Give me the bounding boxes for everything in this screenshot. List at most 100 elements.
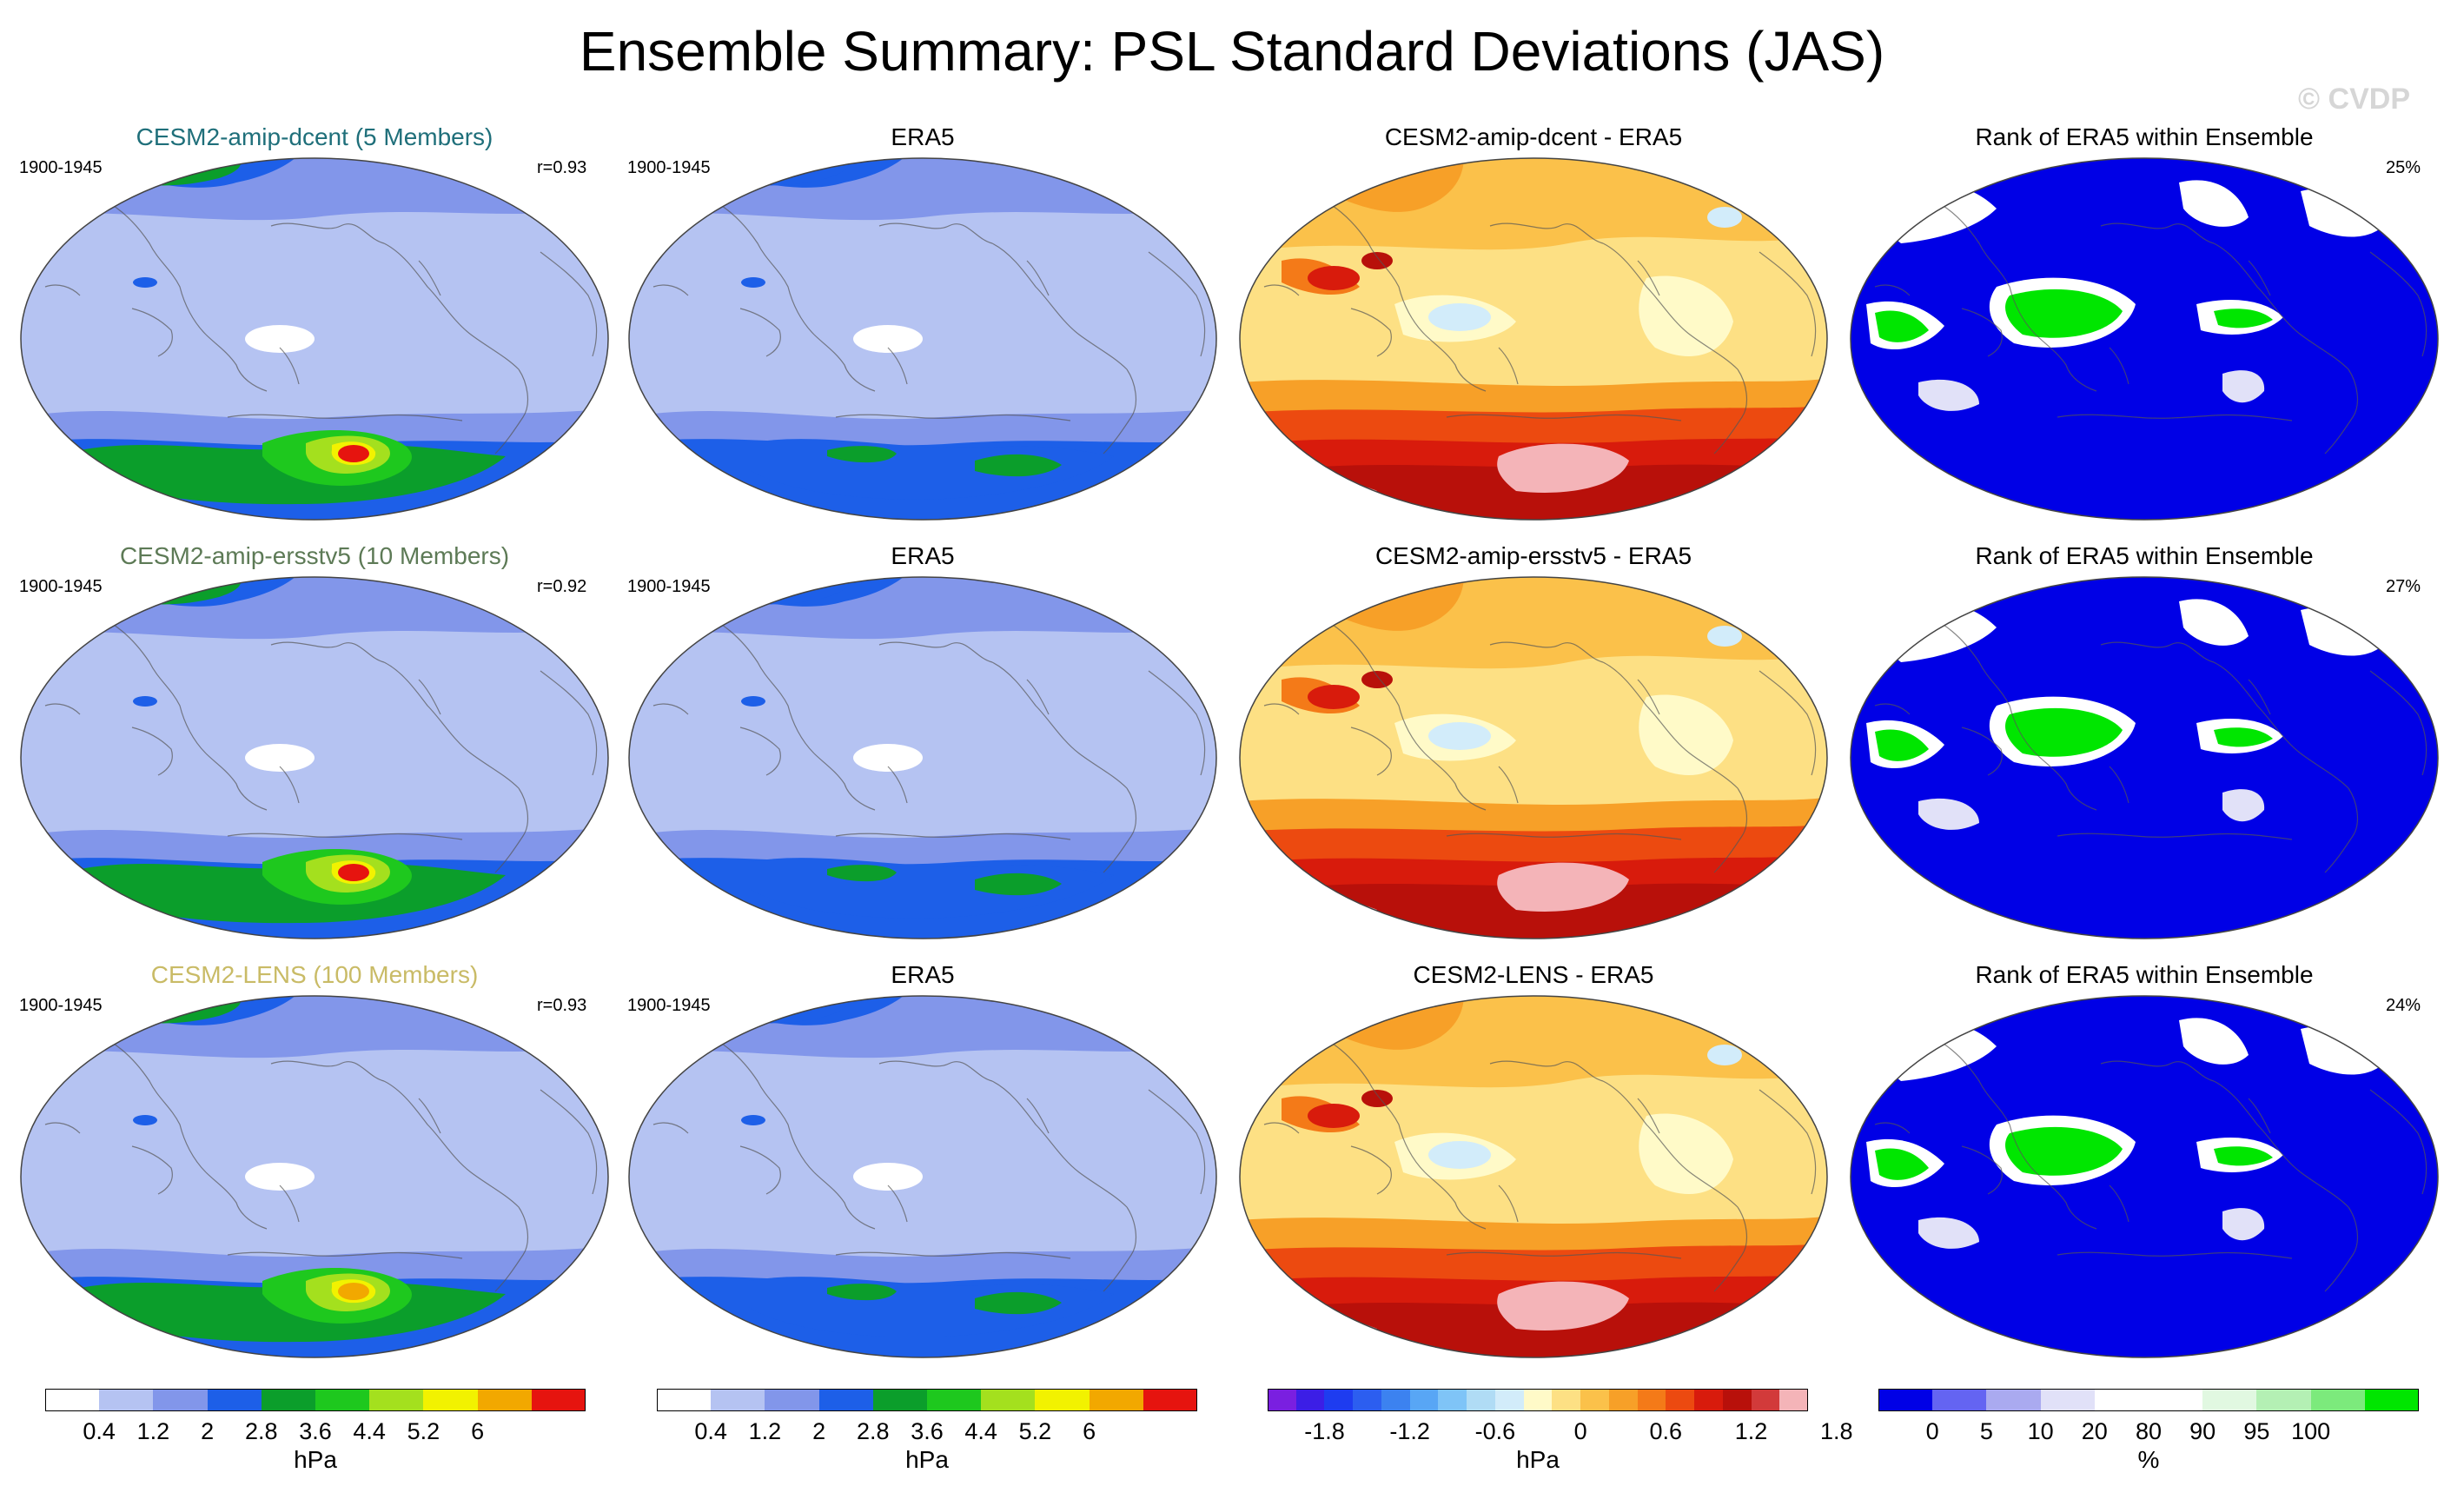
model-map [20,995,609,1358]
model-map-panel [19,994,610,1359]
colorbar-tick-label: -0.6 [1474,1418,1516,1444]
diff-map-panel [1238,994,1829,1359]
colorbar-swatch [1779,1389,1809,1411]
colorbar-swatch [153,1389,209,1411]
pattern-correlation: r=0.93 [537,158,587,177]
colorbar-tick-label: -1.8 [1304,1418,1345,1444]
diff-title: CESM2-LENS - ERA5 [1413,961,1654,988]
model-map [20,576,609,939]
colorbar-tick-label: 3.6 [299,1418,332,1444]
colorbar-swatch [1751,1389,1780,1411]
diff-map [1239,995,1828,1358]
colorbar-tick-label: 2.8 [857,1418,890,1444]
colorbar-swatch [2094,1389,2149,1411]
colorbar-tick-label: 90 [2189,1418,2216,1444]
diff-map-panel [1238,575,1829,940]
colorbar-swatch [1268,1389,1297,1411]
diff-map [1239,576,1828,939]
figure-title: Ensemble Summary: PSL Standard Deviation… [579,20,1885,83]
colorbar-swatch [1409,1389,1439,1411]
period-label: 1900-1945 [627,577,711,596]
period-label: 1900-1945 [19,158,103,177]
colorbar-tick-label: 0.6 [1649,1418,1683,1444]
obs-title: ERA5 [891,123,955,150]
colorbar-swatch [1035,1389,1090,1411]
colorbar-tick-label: 5.2 [1018,1418,1052,1444]
colorbar-tick-label: 2 [201,1418,215,1444]
colorbar-swatch [1143,1389,1198,1411]
colorbar-swatch [1580,1389,1610,1411]
colorbar-units: hPa [1516,1446,1560,1473]
colorbar-swatch [2149,1389,2203,1411]
obs-title: ERA5 [891,542,955,569]
colorbar-tick-label: 20 [2081,1418,2108,1444]
colorbar-swatch [872,1389,928,1411]
colorbar-swatch [99,1389,154,1411]
colorbar-swatch [1637,1389,1666,1411]
colorbar-swatch [1353,1389,1382,1411]
colorbar-swatch [2310,1389,2366,1411]
colorbar-units: hPa [294,1446,337,1473]
obs-title: ERA5 [891,961,955,988]
colorbar-swatch [1438,1389,1467,1411]
model-map-panel [19,156,610,521]
colorbar-swatch [261,1389,316,1411]
colorbar-swatch [2040,1389,2096,1411]
colorbar-tick-label: 2.8 [245,1418,278,1444]
colorbar-border [657,1389,1197,1411]
colorbar-swatch [818,1389,874,1411]
colorbar-border [45,1389,586,1411]
colorbar-swatch [1722,1389,1752,1411]
diff-title: CESM2-amip-dcent - ERA5 [1384,123,1683,150]
colorbar-tick-label: 1.2 [1734,1418,1768,1444]
colorbar-tick-label: 4.4 [353,1418,386,1444]
pattern-correlation: r=0.93 [537,996,587,1015]
colorbar-swatch [711,1389,765,1411]
colorbar-swatch [1608,1389,1639,1411]
colorbar-swatch [423,1389,479,1411]
colorbar-swatch [1552,1389,1581,1411]
colorbar-tick-label: 80 [2135,1418,2163,1444]
colorbar-swatch [1523,1389,1553,1411]
rank-map-panel [1849,575,2440,940]
colorbar-tick-label: 5 [1979,1418,1993,1444]
colorbar-tick-label: 0 [1573,1418,1587,1444]
rank-title: Rank of ERA5 within Ensemble [1975,961,2314,988]
colorbar-swatch [1986,1389,2042,1411]
obs-map [628,576,1217,939]
rank-map [1850,995,2439,1358]
colorbar-tick-label: 5.2 [407,1418,440,1444]
colorbar-swatch [1295,1389,1325,1411]
diff-map [1239,157,1828,521]
colorbar-swatch [477,1389,533,1411]
colorbar-swatch [1878,1389,1933,1411]
model-title: CESM2-amip-dcent (5 Members) [136,123,493,150]
colorbar-swatch [2256,1389,2312,1411]
colorbar-swatch [927,1389,982,1411]
model-map-panel [19,575,610,940]
colorbar-tick-label: 100 [2291,1418,2331,1444]
rank-colorbar: 0 5 10 20 80 90 95 100% [1878,1389,2420,1484]
rank-percent: 27% [2386,577,2421,596]
colorbar-swatch [45,1389,100,1411]
diff-colorbar: -1.8 -1.2 -0.6 0 0.6 1.2 1.8 hPa [1268,1389,1853,1484]
rank-map [1850,157,2439,521]
colorbar-border [1878,1389,2419,1411]
colorbar-tick-label: 95 [2243,1418,2270,1444]
rank-percent: 24% [2386,996,2421,1015]
rank-map-panel [1849,156,2440,521]
obs-map-panel [627,156,1218,521]
period-label: 1900-1945 [627,996,711,1015]
colorbar-swatch [657,1389,712,1411]
colorbar-swatch [1467,1389,1496,1411]
colorbar-swatch [2202,1389,2257,1411]
colorbar-swatch [1089,1389,1144,1411]
std-colorbar: 0.4 1.2 2 2.8 3.6 4.4 5.2 6 hPa [45,1389,586,1484]
obs-map [628,157,1217,521]
colorbar-tick-label: 6 [1083,1418,1096,1444]
period-label: 1900-1945 [19,577,103,596]
colorbar-tick-label: -1.2 [1389,1418,1430,1444]
copyright-label: © CVDP [2298,83,2410,116]
rank-map [1850,576,2439,939]
colorbar-tick-label: 3.6 [911,1418,944,1444]
